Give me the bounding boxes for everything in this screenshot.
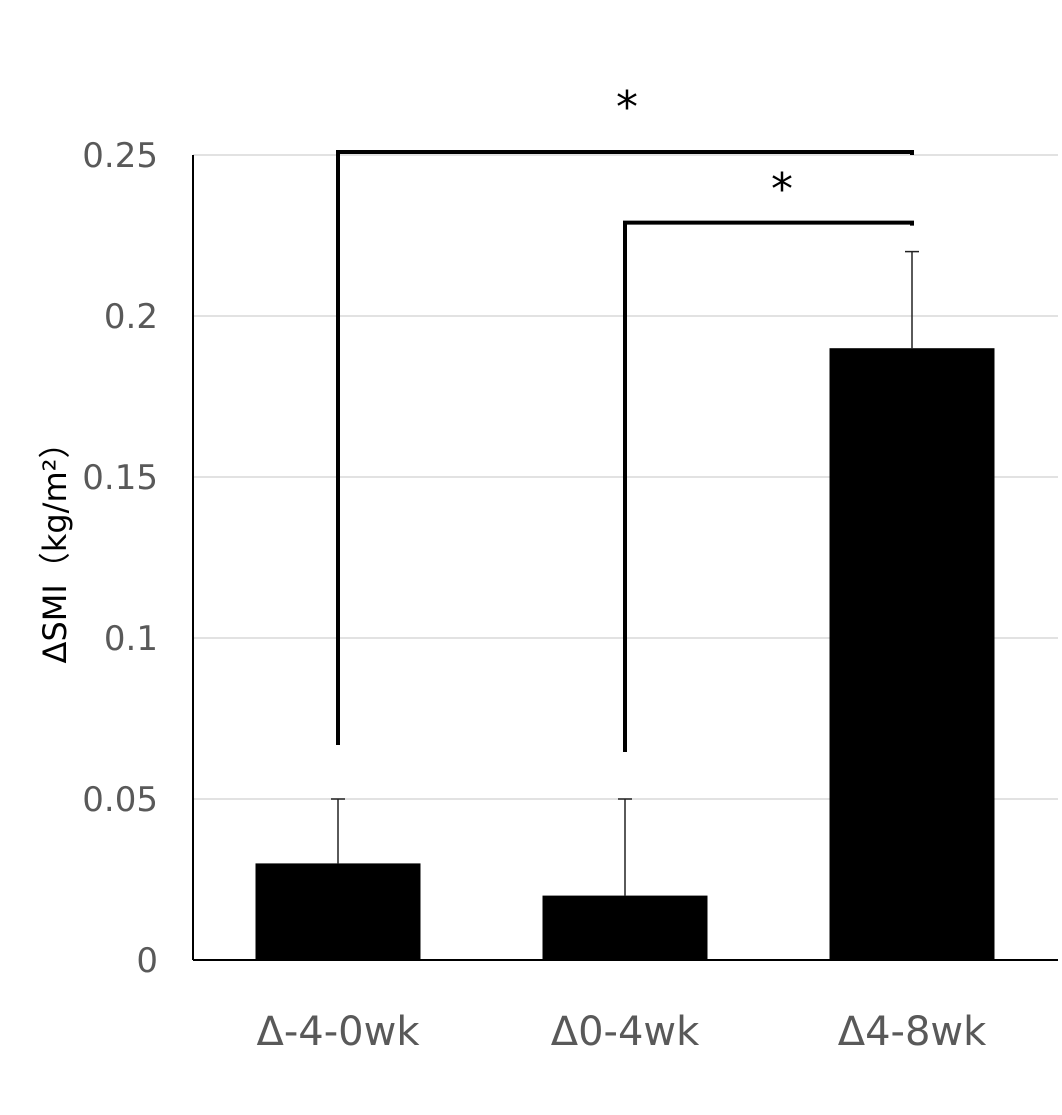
y-tick-label: 0.2 [104, 297, 158, 337]
x-category-label: Δ0-4wk [551, 1009, 700, 1055]
x-category-label: Δ-4-0wk [256, 1009, 420, 1055]
y-tick-label: 0 [136, 941, 158, 981]
y-axis-ticks: 0 0.05 0.1 0.15 0.2 0.25 [82, 136, 158, 981]
significance-bracket [623, 220, 914, 752]
x-category-label: Δ4-8wk [838, 1009, 987, 1055]
y-tick-label: 0.05 [82, 780, 158, 820]
y-axis-label: ΔSMI（kg/m²） [36, 427, 74, 664]
significance-bracket [336, 150, 914, 745]
x-axis-labels: Δ-4-0wk Δ0-4wk Δ4-8wk [256, 1009, 987, 1055]
bars [255, 348, 995, 960]
y-tick-label: 0.1 [104, 619, 158, 659]
bar [542, 895, 708, 960]
bar [255, 863, 421, 960]
error-bars [331, 250, 919, 896]
significance-star: * [771, 164, 793, 215]
y-tick-label: 0.15 [82, 458, 158, 498]
bar [829, 348, 995, 960]
y-tick-label: 0.25 [82, 136, 158, 176]
significance-star: * [616, 82, 638, 133]
significance-brackets: ** [336, 82, 914, 752]
